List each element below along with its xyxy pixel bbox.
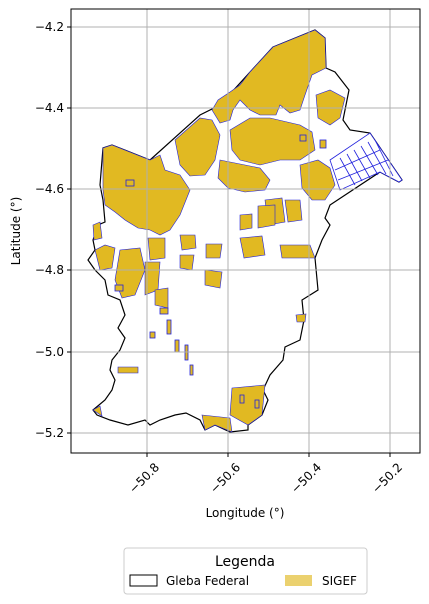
sigef-parcel-northwest-a (174, 117, 221, 177)
parcel-line (334, 149, 381, 171)
parcel-line (360, 145, 379, 176)
small-parcel (125, 179, 135, 187)
sigef-parcel-mid-a (239, 235, 266, 259)
x-axis-label: Longitude (°) (206, 506, 285, 520)
legend-label-gleba: Gleba Federal (166, 574, 249, 588)
x-tick-label: −50.4 (288, 460, 324, 496)
sigef-parcel-central-a (217, 159, 271, 193)
small-parcel (166, 319, 172, 335)
sigef-parcel-mid-c (284, 199, 303, 223)
y-tick-label: −5.2 (35, 426, 64, 440)
x-tick-label: −50.6 (207, 460, 243, 496)
sigef-parcel-mid-d (279, 244, 316, 259)
sigef-parcel-north-central (229, 117, 316, 166)
x-axis: −50.8 −50.6 −50.4 −50.2 Longitude (°) (126, 453, 405, 520)
plot-area (70, 8, 421, 454)
sigef-parcel-southwest (92, 405, 103, 417)
small-parcel (189, 364, 194, 376)
sigef-parcel-west-b (94, 244, 116, 271)
sigef-parcel-mid-g (179, 254, 195, 271)
sigef-parcel-west-g (92, 221, 103, 241)
parcel-line (367, 141, 387, 175)
small-parcel (299, 134, 307, 142)
legend-label-sigef: SIGEF (322, 574, 357, 588)
y-tick-label: −4.8 (35, 263, 64, 277)
y-tick-label: −4.4 (35, 101, 64, 115)
small-parcel (114, 284, 124, 292)
y-tick-label: −5.0 (35, 345, 64, 359)
sigef-parcel-mid-e (204, 269, 223, 289)
small-parcel (159, 307, 169, 315)
sigef-parcel-mid-f (179, 234, 197, 251)
sigef-parcel-west-d (147, 237, 166, 261)
sigef-parcels-east-strip (329, 132, 403, 191)
small-parcel (254, 399, 260, 409)
sigef-parcel-north-main (211, 29, 327, 124)
legend-title: Legenda (215, 554, 275, 570)
parcel-line (353, 149, 371, 179)
small-parcel (174, 339, 180, 353)
legend: Legenda Gleba Federal SIGEF (123, 547, 368, 595)
small-parcel (149, 331, 156, 339)
sigef-parcel-south-a (117, 366, 139, 374)
y-axis-label: Latitude (°) (9, 197, 23, 266)
sigef-parcel-west-f (154, 287, 169, 309)
small-parcel (239, 394, 245, 404)
x-tick-label: −50.2 (369, 460, 405, 496)
parcel-line (346, 153, 363, 182)
axes-frame (70, 8, 421, 454)
sigef-parcel-south-c (201, 414, 233, 433)
sigef-parcel-east-c (295, 313, 307, 323)
gleba-federal-boundary (87, 29, 403, 433)
sigef-parcel-center-h (257, 204, 276, 229)
parcel-line (337, 159, 389, 181)
small-parcel (319, 139, 327, 149)
legend-swatch-sigef (285, 575, 312, 586)
parcel-line (339, 157, 356, 186)
legend-swatch-gleba (129, 574, 158, 587)
y-tick-label: −4.2 (35, 20, 64, 34)
y-axis: −4.2 −4.4 −4.6 −4.8 −5.0 −5.2 Latitude (… (9, 20, 71, 440)
sigef-parcel-center-i (239, 213, 253, 231)
sigef-parcel-center-j (205, 243, 223, 259)
sigef-parcel-south-b (229, 384, 266, 426)
y-tick-label: −4.6 (35, 182, 64, 196)
x-tick-label: −50.8 (126, 460, 162, 496)
grid (71, 9, 420, 453)
